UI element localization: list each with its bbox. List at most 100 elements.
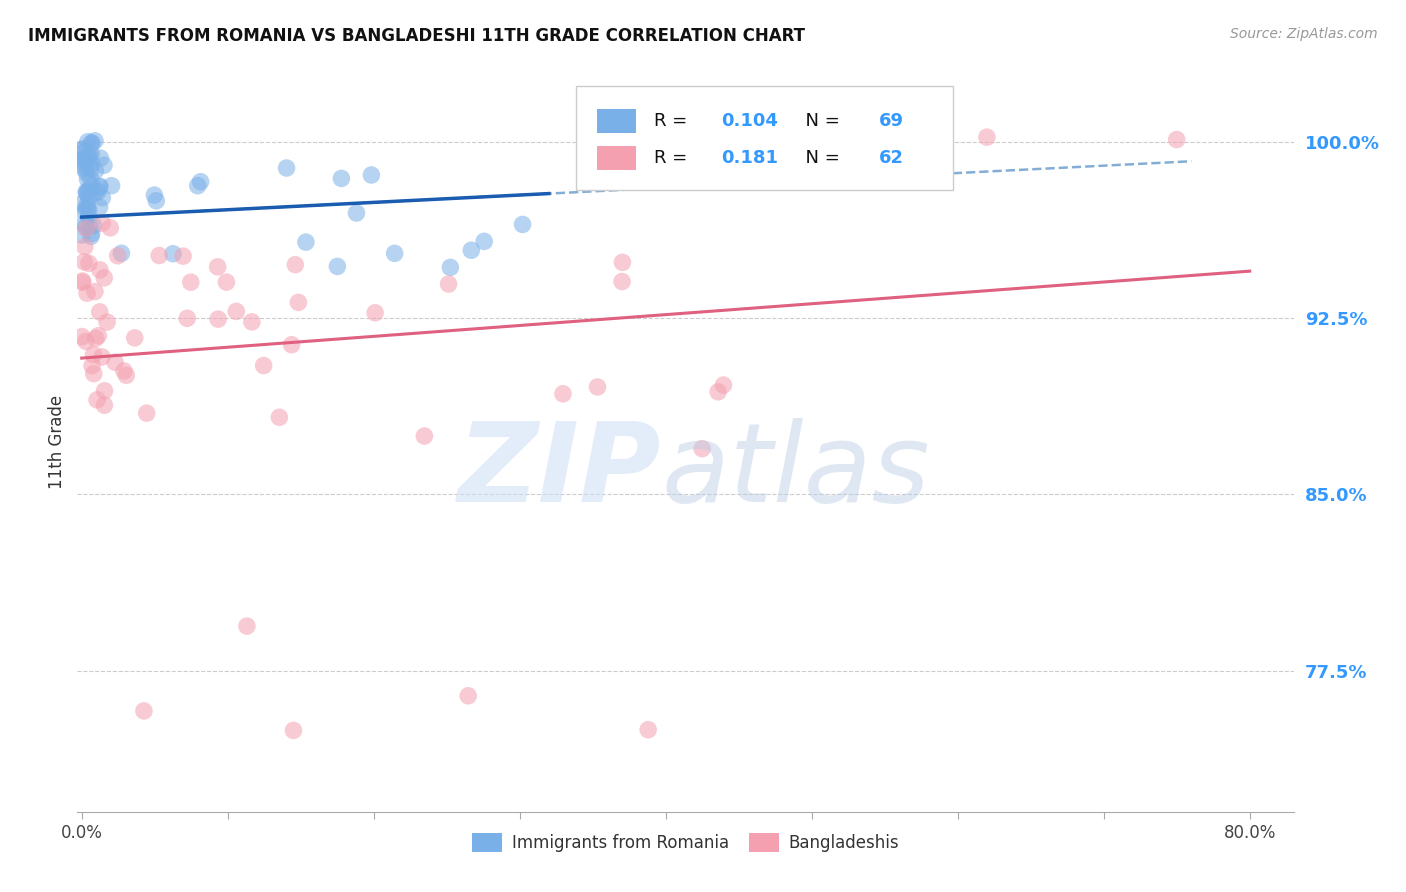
Point [76, 187, 98, 202]
Point [73, 153, 96, 167]
Text: 69: 69 [879, 112, 904, 130]
Point [76, 221, 98, 235]
Point [176, 311, 198, 326]
Point [80, 359, 103, 373]
Point [80, 229, 103, 244]
Point [93, 384, 115, 398]
Point [145, 194, 167, 208]
Point [295, 235, 318, 249]
Point [84, 163, 107, 178]
Point [104, 355, 127, 369]
Point [77, 149, 100, 163]
Point [70, 196, 93, 211]
Point [91, 350, 114, 364]
Point [100, 178, 122, 193]
Text: N =: N = [793, 112, 845, 130]
Point [360, 168, 382, 182]
Point [73, 240, 96, 254]
Point [132, 704, 155, 718]
Point [93, 158, 115, 172]
Point [284, 258, 307, 272]
Point [283, 723, 305, 738]
Point [180, 275, 202, 289]
Point [143, 188, 166, 202]
Point [437, 277, 460, 291]
Point [215, 275, 238, 289]
Point [80, 157, 103, 171]
Point [276, 161, 298, 175]
Point [512, 218, 534, 232]
Point [76, 135, 98, 149]
Point [77, 151, 100, 165]
Point [713, 378, 735, 392]
Point [79, 163, 101, 178]
Point [280, 337, 302, 351]
Point [124, 331, 146, 345]
Point [610, 275, 633, 289]
Point [73, 151, 96, 165]
Point [225, 304, 247, 318]
Point [75, 185, 97, 199]
Point [80, 136, 103, 151]
Point [82, 348, 104, 362]
Point [82, 179, 104, 194]
Text: atlas: atlas [661, 417, 929, 524]
Point [77, 256, 100, 270]
Point [84, 186, 107, 200]
Point [91, 191, 114, 205]
Text: Source: ZipAtlas.com: Source: ZipAtlas.com [1230, 27, 1378, 41]
Text: IMMIGRANTS FROM ROMANIA VS BANGLADESHI 11TH GRADE CORRELATION CHART: IMMIGRANTS FROM ROMANIA VS BANGLADESHI 1… [28, 27, 806, 45]
Point [73, 155, 96, 169]
Point [72, 275, 94, 289]
Point [77, 202, 100, 217]
Point [135, 406, 157, 420]
Point [330, 171, 353, 186]
Bar [596, 109, 636, 133]
Point [80, 146, 103, 161]
Point [364, 306, 387, 320]
Point [89, 200, 111, 214]
Point [87, 185, 110, 199]
Point [75, 165, 97, 179]
Point [75, 220, 97, 235]
Point [80, 136, 103, 150]
Text: ZIP: ZIP [457, 417, 661, 524]
Point [439, 260, 461, 275]
Point [115, 368, 138, 383]
Point [187, 178, 209, 193]
Point [86, 392, 108, 407]
Point [207, 260, 229, 274]
Point [976, 130, 998, 145]
Point [148, 249, 170, 263]
Legend: Immigrants from Romania, Bangladeshis: Immigrants from Romania, Bangladeshis [465, 826, 905, 859]
Point [73, 255, 96, 269]
Point [72, 274, 94, 288]
Text: N =: N = [793, 149, 845, 167]
Point [70, 228, 93, 243]
Point [612, 255, 634, 269]
Point [472, 235, 495, 249]
Point [70, 329, 93, 343]
Text: 0.104: 0.104 [721, 112, 778, 130]
Bar [596, 146, 636, 169]
Point [384, 246, 406, 260]
Point [80, 227, 103, 241]
Point [637, 723, 659, 737]
Point [207, 312, 229, 326]
Point [75, 160, 97, 174]
Point [72, 143, 94, 157]
Text: R =: R = [654, 112, 693, 130]
Point [73, 217, 96, 231]
Point [98, 220, 121, 235]
FancyBboxPatch shape [576, 87, 953, 190]
Point [87, 328, 110, 343]
Y-axis label: 11th Grade: 11th Grade [48, 394, 66, 489]
Text: R =: R = [654, 149, 699, 167]
Point [73, 205, 96, 219]
Point [75, 334, 97, 349]
Point [73, 161, 96, 176]
Point [70, 142, 93, 156]
Point [110, 246, 132, 260]
Point [79, 171, 101, 186]
Point [253, 359, 276, 373]
